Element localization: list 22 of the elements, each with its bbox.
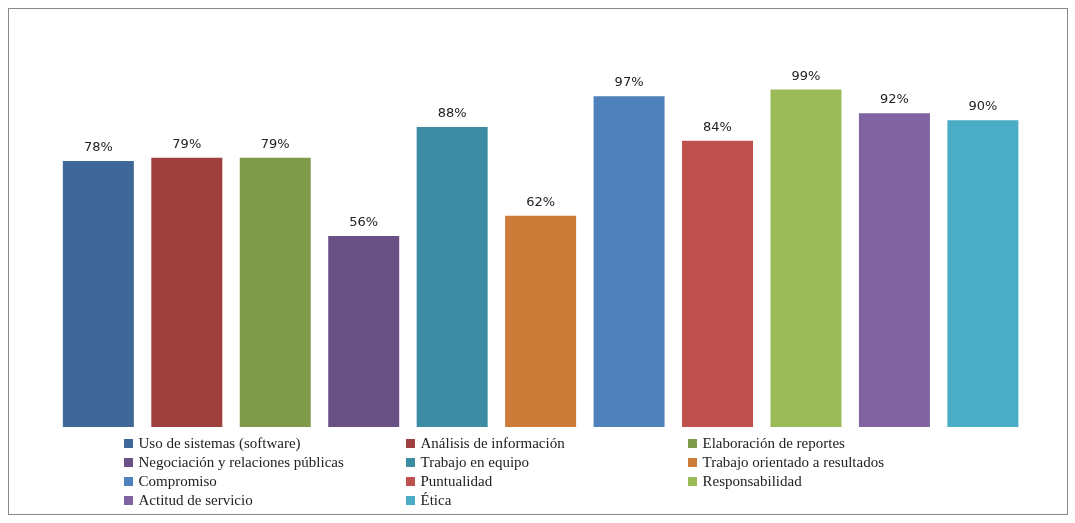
legend-label: Análisis de información (420, 435, 565, 452)
legend-label: Ética (420, 492, 452, 509)
data-label: 88% (437, 105, 467, 120)
legend-label: Elaboración de reportes (702, 435, 845, 452)
data-label: 56% (349, 214, 379, 230)
data-label: 97% (614, 74, 644, 90)
data-label: 99% (791, 67, 821, 83)
legend-label: Uso de sistemas (software) (138, 435, 301, 452)
data-label: 79% (260, 135, 290, 151)
legend-label: Actitud de servicio (138, 492, 253, 509)
legend-label: Negociación y relaciones públicas (138, 454, 344, 471)
legend-label: Trabajo en equipo (420, 454, 530, 471)
legend-label: Responsabilidad (702, 473, 802, 490)
legend-label: Compromiso (138, 473, 217, 490)
data-label: 84% (703, 118, 732, 134)
data-label: 62% (526, 193, 556, 209)
data-label: 79% (172, 135, 202, 151)
legend-label: Trabajo orientado a resultados (702, 454, 884, 471)
legend-label: Puntualidad (420, 473, 493, 490)
data-label: 90% (968, 98, 998, 114)
data-label: 78% (83, 139, 113, 155)
data-label: 92% (879, 91, 909, 107)
